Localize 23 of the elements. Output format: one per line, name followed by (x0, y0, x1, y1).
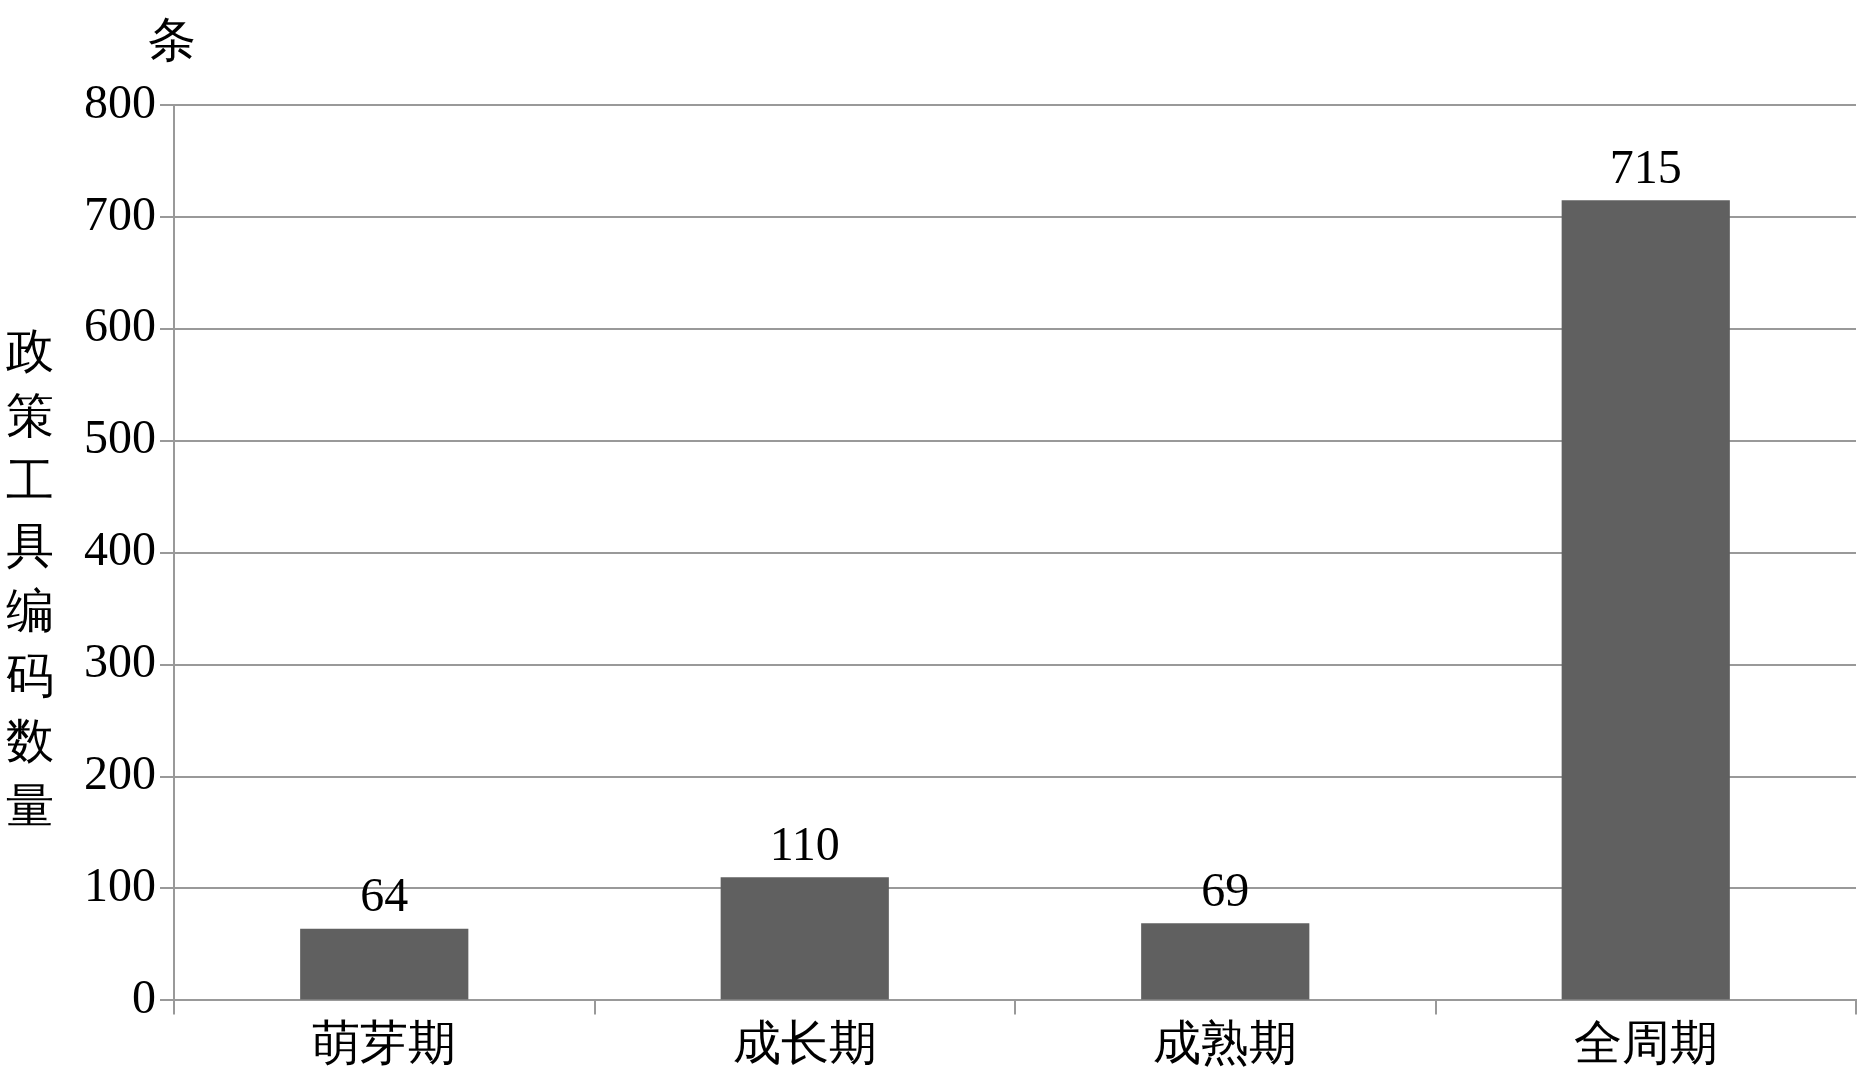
y-tick-label: 700 (84, 186, 156, 240)
y-axis-title: 政策工具编码数量 (5, 323, 55, 834)
bar (1141, 923, 1310, 1000)
x-tick-label: 萌芽期 (312, 1015, 457, 1069)
y-tick-label: 400 (84, 522, 156, 576)
y-tick-label: 800 (84, 74, 156, 128)
bar (1561, 200, 1730, 1000)
y-tick-label: 200 (84, 746, 156, 800)
x-tick-label: 成长期 (732, 1015, 877, 1069)
y-tick-label: 100 (84, 858, 156, 912)
x-tick-label: 全周期 (1573, 1015, 1718, 1069)
y-tick-label: 500 (84, 410, 156, 464)
y-tick-label: 0 (132, 970, 156, 1024)
data-label: 715 (1609, 139, 1682, 193)
data-label: 64 (360, 868, 409, 922)
y-tick-label: 600 (84, 298, 156, 352)
data-label: 110 (769, 816, 840, 870)
x-tick-label: 成熟期 (1153, 1015, 1298, 1069)
text: 条 (148, 12, 196, 68)
y-tick-label: 300 (84, 634, 156, 688)
data-label: 69 (1201, 862, 1250, 916)
bar (300, 928, 469, 1000)
bar (720, 877, 889, 1000)
